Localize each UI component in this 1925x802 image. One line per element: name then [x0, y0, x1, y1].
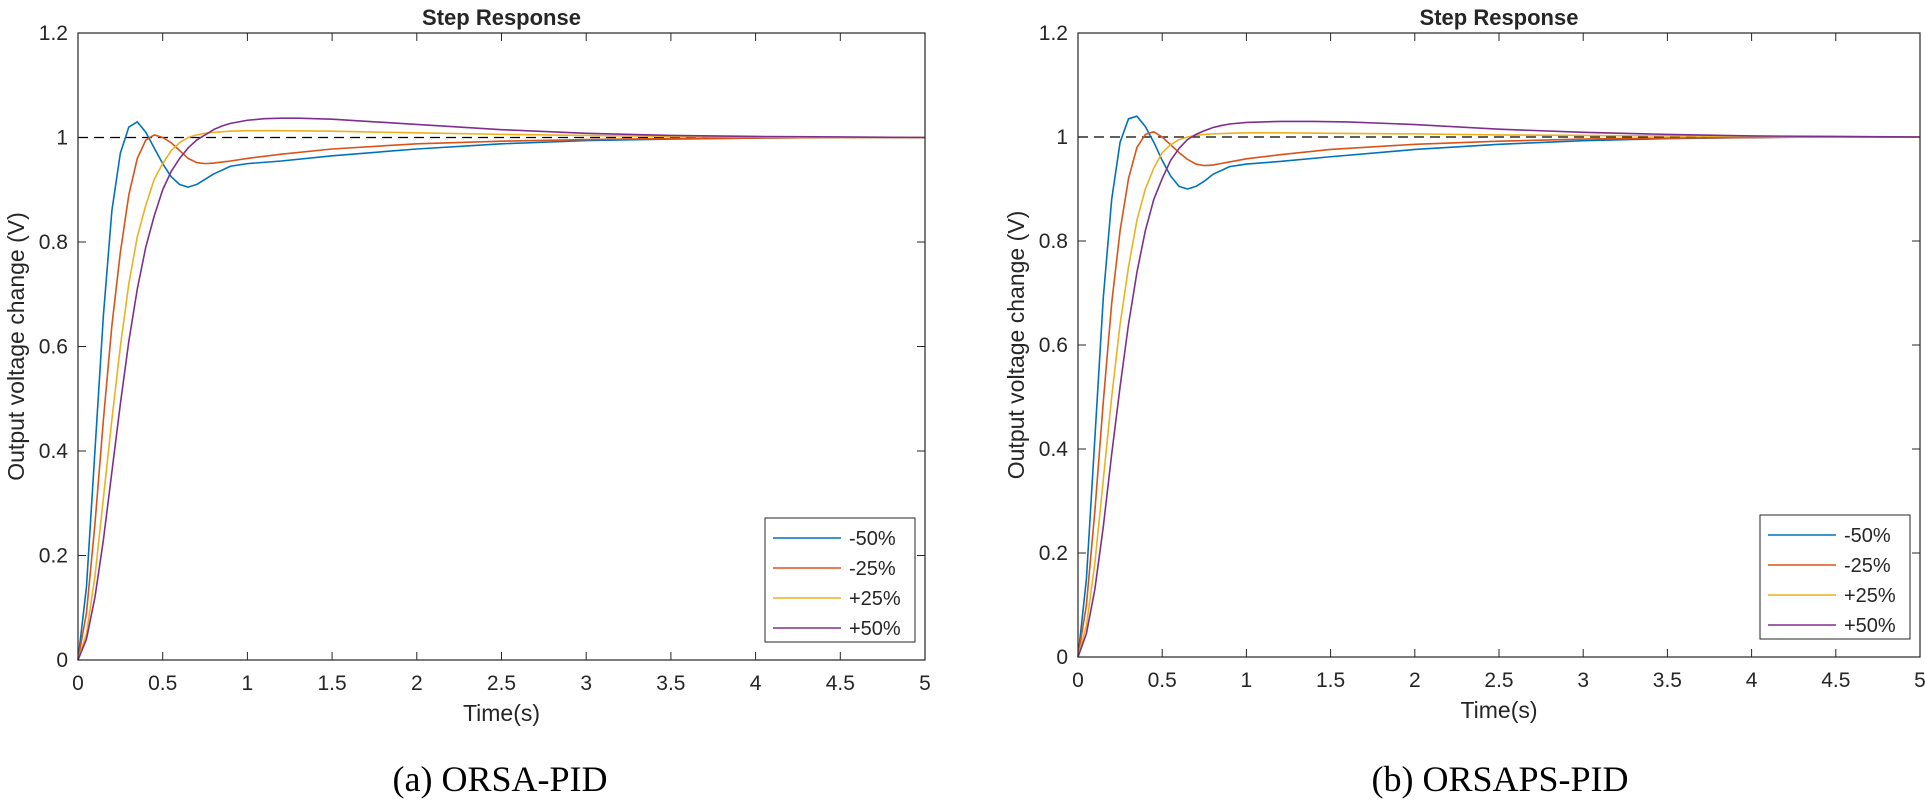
chart-b-xtick-label: 0: [1072, 669, 1084, 692]
chart-b-xtick-label: 2: [1409, 669, 1421, 692]
chart-a-ytick-label: 1.2: [39, 22, 68, 45]
chart-a-xtick-label: 1: [242, 672, 254, 695]
chart-a-ytick-label: 0: [56, 649, 68, 672]
chart-a-xlabel: Time(s): [463, 700, 540, 726]
chart-b-ytick-label: 0: [1056, 646, 1068, 669]
chart-a-ytick-label: 0.8: [39, 231, 68, 254]
chart-a-legend-label-0: -50%: [849, 528, 896, 550]
chart-b-series-line-1: [1077, 131, 1920, 658]
chart-b-ytick-label: 0.6: [1039, 334, 1068, 357]
chart-b-xtick-label: 2.5: [1484, 669, 1513, 692]
chart-a-title: Step Response: [422, 5, 581, 30]
chart-b-ytick-label: 0.2: [1039, 542, 1068, 565]
chart-b-title: Step Response: [1420, 5, 1579, 30]
chart-b-xtick-label: 3.5: [1653, 669, 1682, 692]
chart-a-axes-box: [77, 32, 926, 661]
chart-a-series-line-3: [77, 117, 926, 661]
chart-b-ytick-label: 1.2: [1039, 22, 1068, 45]
chart-a-series-line-0: [77, 121, 925, 661]
chart-a-xtick-label: 2: [411, 672, 423, 695]
chart-a-xtick-label: 4: [750, 672, 762, 695]
chart-b-xtick-label: 3: [1577, 669, 1589, 692]
chart-b-xtick-label: 1.5: [1316, 669, 1345, 692]
chart-b-legend-label-1: -25%: [1844, 555, 1891, 577]
chart-a-ylabel: Output voltage change (V): [3, 212, 29, 481]
chart-a-legend-label-1: -25%: [849, 558, 896, 580]
chart-b-legend-label-2: +25%: [1844, 585, 1896, 607]
chart-b-legend: -50% -25% +25% +50%: [1759, 514, 1911, 640]
chart-b-caption: (b) ORSAPS-PID: [1371, 759, 1628, 799]
chart-b-axes-box: [1077, 32, 1921, 658]
chart-a-legend-label-2: +25%: [849, 588, 901, 610]
chart-a-ytick-label: 1: [56, 127, 68, 150]
chart-b-xtick-label: 0.5: [1148, 669, 1177, 692]
chart-a-legend: -50% -25% +25% +50%: [764, 517, 916, 643]
chart-a-xtick-label: 3: [580, 672, 592, 695]
chart-b-xtick-label: 4.5: [1821, 669, 1850, 692]
chart-b-series-line-3: [1077, 120, 1921, 658]
chart-a-xtick-label: 2.5: [487, 672, 516, 695]
chart-a-legend-label-3: +50%: [849, 618, 901, 640]
chart-a-xtick-label: 4.5: [826, 672, 855, 695]
chart-b: 0 0.5 1 1.5 2 2.5 3 3.5 4 4.5 5 0 0.2 0.4 0.6 0.8 1 1.2 St…: [1003, 5, 1925, 799]
chart-b-ytick-label: 0.8: [1039, 230, 1068, 253]
chart-b-ytick-label: 1: [1056, 126, 1068, 149]
chart-b-ylabel: Output voltage change (V): [1003, 211, 1029, 480]
chart-a: 0 0.5 1 1.5 2 2.5 3 3.5 4 4.5 5 0 0.2 0.4 0.6 0.8 1 1.2 St…: [3, 5, 931, 799]
chart-a-xtick-label: 1.5: [317, 672, 346, 695]
chart-a-series-line-1: [77, 134, 925, 661]
chart-a-caption: (a) ORSA-PID: [393, 759, 608, 799]
chart-a-xtick-label: 3.5: [656, 672, 685, 695]
chart-b-xlabel: Time(s): [1460, 697, 1537, 723]
chart-b-xtick-label: 1: [1241, 669, 1253, 692]
chart-a-ytick-label: 0.2: [39, 545, 68, 568]
chart-b-series-line-0: [1077, 115, 1920, 658]
chart-a-series-line-2: [77, 129, 925, 661]
chart-a-xtick-label: 5: [919, 672, 931, 695]
chart-b-xtick-label: 4: [1746, 669, 1758, 692]
chart-b-legend-label-0: -50%: [1844, 525, 1891, 547]
chart-b-legend-label-3: +50%: [1844, 615, 1896, 637]
chart-a-xtick-label: 0.5: [148, 672, 177, 695]
chart-a-ytick-label: 0.6: [39, 336, 68, 359]
chart-b-xtick-label: 5: [1914, 669, 1925, 692]
chart-b-ytick-label: 0.4: [1039, 438, 1069, 461]
chart-a-xtick-label: 0: [72, 672, 84, 695]
chart-a-ytick-label: 0.4: [39, 440, 69, 463]
